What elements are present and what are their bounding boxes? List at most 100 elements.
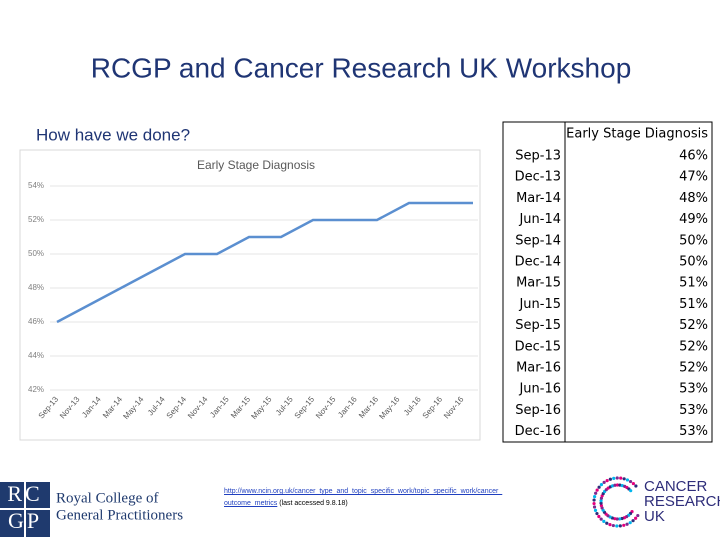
table-value: 52% [679, 339, 708, 354]
table-date: Dec-15 [515, 339, 561, 354]
y-tick-label: 48% [28, 283, 44, 292]
slide-title: RCGP and Cancer Research UK Workshop [91, 52, 632, 83]
logo-dot [595, 511, 599, 516]
logo-dot [599, 503, 603, 508]
table-date: Mar-15 [516, 276, 561, 291]
table-date: Jun-15 [518, 297, 561, 312]
logo-dot [605, 478, 609, 483]
logo-dot [615, 524, 619, 528]
table-value: 49% [679, 212, 708, 227]
table-header: Early Stage Diagnosis [566, 127, 708, 142]
logo-dot [610, 484, 615, 488]
logo-dot [628, 479, 633, 484]
logo-dot [622, 477, 626, 481]
logo-initials: GP [8, 508, 42, 533]
logo-dot [619, 476, 623, 480]
table-frame [502, 121, 713, 443]
logo-dot [608, 523, 612, 527]
y-tick-label: 46% [28, 317, 44, 326]
logo-dot [634, 516, 638, 520]
table-date: Sep-14 [515, 233, 561, 248]
table-value: 51% [679, 276, 708, 291]
logo-dot [592, 505, 597, 509]
table-value: 51% [679, 297, 708, 312]
logo-dot [594, 491, 598, 495]
table-date: Sep-16 [515, 403, 561, 418]
logo-dot [612, 476, 616, 480]
logo-dot [595, 488, 599, 492]
y-tick-label: 50% [28, 249, 44, 258]
logo-dot [592, 498, 596, 502]
logo-dot [618, 524, 622, 528]
logo-dot [634, 484, 638, 488]
logo-text: RESEARCH [644, 493, 720, 510]
logo-dot [625, 478, 630, 482]
y-tick-label: 54% [28, 181, 44, 190]
logo-text: UK [644, 508, 665, 525]
logo-dot [618, 483, 622, 487]
y-tick-label: 44% [28, 351, 44, 360]
logo-dot [631, 481, 635, 486]
logo-dot [597, 485, 601, 489]
logo-dot [602, 480, 606, 485]
table-date: Dec-14 [515, 255, 561, 270]
logo-dot [602, 519, 606, 523]
table-date: Jun-14 [518, 212, 561, 227]
logo-dot [628, 521, 632, 525]
logo-dot [605, 521, 609, 525]
logo-dot [599, 499, 603, 503]
logo-dot [631, 519, 635, 523]
logo-text: Royal College of [56, 490, 158, 506]
logo-dot [615, 483, 620, 487]
link-box: http://www.ncin.org.uk/cancer_type_and_t… [224, 488, 503, 507]
logo-initials: RC [7, 481, 42, 506]
link[interactable]: http://www.ncin.org.uk/cancer_type_and_t… [224, 488, 503, 507]
logo-dot [599, 483, 604, 487]
logo-dot [613, 483, 617, 487]
logo-dot [611, 523, 615, 528]
table-date: Mar-16 [516, 361, 561, 376]
logo-text: General Practitioners [56, 507, 183, 523]
chart-frame [19, 149, 481, 441]
logo-dot [615, 517, 619, 521]
link-note: (last accessed 9.8.18) [279, 500, 348, 507]
logo-text: CANCER [644, 478, 708, 495]
table-value: 53% [679, 382, 708, 397]
table-value: 53% [679, 403, 708, 418]
table-value: 47% [679, 170, 708, 185]
chart-title: Early Stage Diagnosis [197, 158, 315, 172]
subtitle: How have we done? [36, 125, 190, 144]
logo-dot [615, 476, 619, 480]
table-date: Mar-14 [516, 191, 561, 206]
logo-dot [618, 517, 622, 521]
y-tick-label: 42% [28, 385, 44, 394]
logo-dot [593, 508, 598, 512]
line [56, 201, 473, 324]
table-date: Sep-15 [515, 318, 561, 333]
table-value: 46% [679, 149, 708, 164]
table-date: Dec-13 [515, 170, 561, 185]
logo-dot [592, 501, 596, 506]
table-value: 52% [679, 318, 708, 333]
y-tick-label: 52% [28, 215, 44, 224]
logo-dot [625, 522, 629, 526]
table-value: 50% [679, 255, 708, 270]
logo-dot [629, 489, 633, 493]
logo-dots [592, 476, 640, 528]
logo-dot [608, 477, 612, 481]
logo-dot [620, 516, 624, 521]
logo-dot [599, 517, 603, 521]
logo-dot [599, 501, 603, 505]
logo-dot [597, 514, 601, 519]
logo-dot [622, 523, 626, 527]
table-date: Sep-13 [515, 149, 561, 164]
table-date: Jun-16 [518, 382, 561, 397]
table-value: 50% [679, 233, 708, 248]
logo-dot [636, 513, 640, 518]
table-date: Dec-16 [515, 424, 561, 439]
table-value: 48% [679, 191, 708, 206]
logo-dot [593, 494, 597, 499]
table-value: 53% [679, 424, 708, 439]
table-value: 52% [679, 361, 708, 376]
